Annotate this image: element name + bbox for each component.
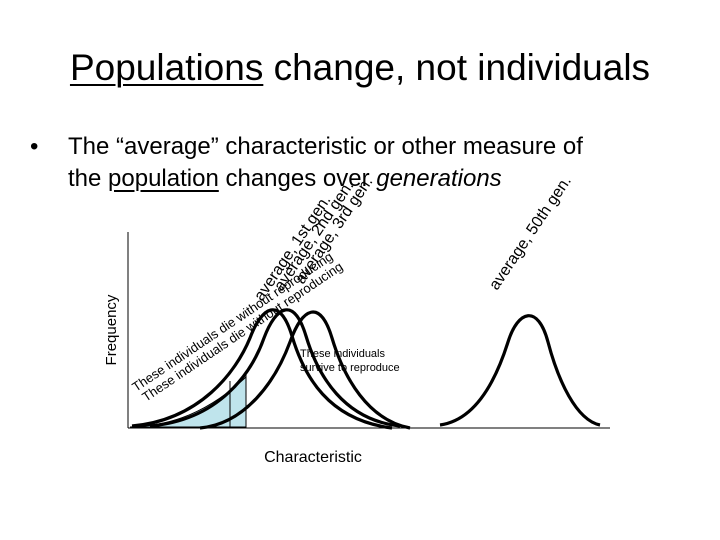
title-underlined-word: Populations <box>69 47 264 88</box>
curve-third-generation <box>199 310 411 430</box>
title-rest: change, not individuals <box>263 47 651 88</box>
slide-title: Populations change, not individuals <box>0 44 720 92</box>
curve-second-generation <box>149 308 401 428</box>
curve-fiftieth-generation <box>439 314 601 427</box>
bullet-line-2: the population changes over generations <box>68 164 502 194</box>
bullet-line-2-prefix: the <box>68 165 109 192</box>
bullet-line-1: The “average” characteristic or other me… <box>68 133 583 160</box>
bullet-line-2-mid: changes over <box>218 165 377 192</box>
y-axis-label: Frequency <box>103 294 120 365</box>
label-survive-line-1: These individuals <box>300 348 385 360</box>
bullet-marker: • <box>30 133 39 160</box>
label-survive-line-2: survive to reproduce <box>300 362 400 374</box>
bullet-italic-word: generations <box>376 165 502 192</box>
curve-first-generation <box>131 308 393 430</box>
x-axis-label: Characteristic <box>264 449 362 466</box>
bullet-underlined-word: population <box>108 165 219 192</box>
label-fiftieth-generation: average, 50th gen. <box>486 173 575 293</box>
